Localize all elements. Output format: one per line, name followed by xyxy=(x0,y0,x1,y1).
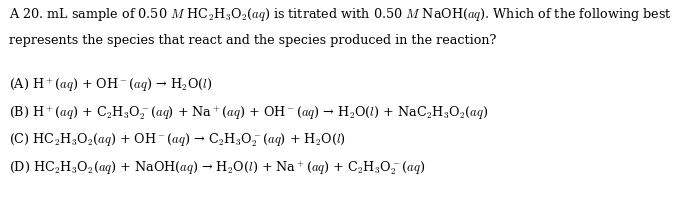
Text: represents the species that react and the species produced in the reaction?: represents the species that react and th… xyxy=(9,34,496,47)
Text: A 20. mL sample of 0.50 $M$ HC$_2$H$_3$O$_2$($aq$) is titrated with 0.50 $M$ NaO: A 20. mL sample of 0.50 $M$ HC$_2$H$_3$O… xyxy=(9,6,671,23)
Text: (D) HC$_2$H$_3$O$_2$($aq$) + NaOH($aq$) → H$_2$O($l$) + Na$^+$($aq$) + C$_2$H$_3: (D) HC$_2$H$_3$O$_2$($aq$) + NaOH($aq$) … xyxy=(9,159,425,177)
Text: (A) H$^+$($aq$) + OH$^-$($aq$) → H$_2$O($l$): (A) H$^+$($aq$) + OH$^-$($aq$) → H$_2$O(… xyxy=(9,77,213,94)
Text: (B) H$^+$($aq$) + C$_2$H$_3$O$_2^-$($aq$) + Na$^+$($aq$) + OH$^-$($aq$) → H$_2$O: (B) H$^+$($aq$) + C$_2$H$_3$O$_2^-$($aq$… xyxy=(9,104,488,122)
Text: (C) HC$_2$H$_3$O$_2$($aq$) + OH$^-$($aq$) → C$_2$H$_3$O$_2^-$($aq$) + H$_2$O($l$: (C) HC$_2$H$_3$O$_2$($aq$) + OH$^-$($aq$… xyxy=(9,132,346,149)
